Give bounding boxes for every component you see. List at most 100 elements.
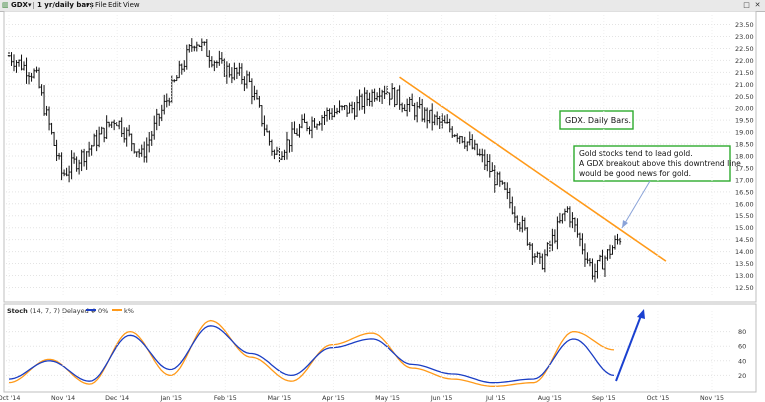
price-bar [558,212,562,224]
price-bar [173,79,176,83]
timeframe-selector[interactable]: 1 yr/daily bars [37,1,94,9]
price-bar [57,152,61,160]
price-bar [526,227,529,246]
price-bar [248,71,251,83]
price-bar [318,121,321,126]
price-bar [413,102,416,121]
price-bar [65,167,68,177]
price-bar [430,103,434,131]
price-bar [503,181,507,191]
price-bar [135,151,138,158]
price-bar [571,212,574,229]
price-bar [193,45,196,52]
menu-file[interactable]: File [95,1,107,9]
price-bar [117,120,121,130]
price-bar [388,92,391,106]
close-icon[interactable]: ✕ [754,1,761,9]
price-bar [516,215,519,230]
price-bar [315,123,319,130]
price-bar [263,115,266,136]
price-bar [496,171,499,186]
price-bar [275,146,279,155]
price-bar [102,127,106,143]
price-bar [308,126,311,135]
price-bar [150,130,153,146]
price-bar [568,206,572,228]
price-bar [363,87,366,114]
date-tick-label: Dec '14 [105,395,129,402]
price-bar [576,218,579,238]
price-bar [220,52,224,64]
price-bar [195,41,199,52]
maximize-icon[interactable]: □ [743,1,750,9]
menu-view[interactable]: View [123,1,140,9]
price-bar [593,263,597,283]
date-tick-label: Jul '15 [485,395,505,402]
price-tick-label: 15.50 [735,212,754,220]
price-bar [215,60,219,68]
stoch-indicator-label: Stoch [7,307,28,315]
price-bar [613,235,617,250]
price-bar [551,228,554,251]
menu-edit[interactable]: Edit [108,1,122,9]
downtrend-line [399,76,667,262]
chart-icon[interactable]: ▥ [2,1,9,9]
price-tick-label: 17.50 [735,164,754,172]
price-bar [225,61,229,84]
price-bars [7,38,622,283]
toolbar-divider [33,2,34,9]
legend-k-label: 0% [98,307,108,315]
price-bar [478,148,481,157]
symbol-dropdown-icon[interactable]: ▾ [28,1,32,9]
price-bar [180,63,183,75]
price-bar [528,241,532,251]
price-bar [125,127,128,147]
price-bar [498,171,502,187]
price-tick-label: 21.00 [735,81,754,89]
price-bar [238,62,241,76]
stoch-arrow [615,312,643,382]
price-bar [85,151,88,170]
price-bar [353,102,356,120]
price-bar [458,135,461,144]
price-bar [67,165,71,183]
price-bar [10,52,13,66]
stoch-k-line [8,325,615,384]
annotation-note-box: Gold stocks tend to lead gold. A GDX bre… [573,145,741,182]
price-bar [578,232,582,247]
price-bar [20,54,23,71]
price-bar [25,57,28,84]
legend-d-label: k% [124,307,134,315]
price-bar [95,129,98,152]
date-tick-label: Mar '15 [268,395,292,402]
price-bar [120,117,123,138]
price-bar [471,134,474,150]
price-bar [265,124,269,133]
price-bar [488,154,491,178]
price-bar [553,229,557,244]
price-bar [107,121,111,128]
price-tick-label: 21.50 [735,69,754,77]
price-bar [178,60,181,79]
price-bar [27,72,31,85]
price-bar [466,141,469,152]
price-bar [145,137,148,163]
timeframe-dropdown-icon[interactable]: ▾ [86,1,90,9]
price-tick-label: 20.50 [735,93,754,101]
price-bar [55,139,58,162]
stoch-tick-label: 60 [738,343,746,351]
price-tick-label: 23.00 [735,33,754,41]
price-bar [303,113,306,124]
price-bar [501,180,504,185]
price-bar [436,111,439,126]
price-tick-label: 14.00 [735,248,754,256]
price-bar [491,162,494,173]
price-bar [203,41,206,46]
price-bar [380,89,384,104]
symbol-selector[interactable]: GDX [11,1,28,9]
stoch-tick-label: 80 [738,328,746,336]
price-bar [456,133,459,143]
price-bar [92,133,96,147]
price-tick-label: 14.50 [735,236,754,244]
price-bar [313,118,316,128]
